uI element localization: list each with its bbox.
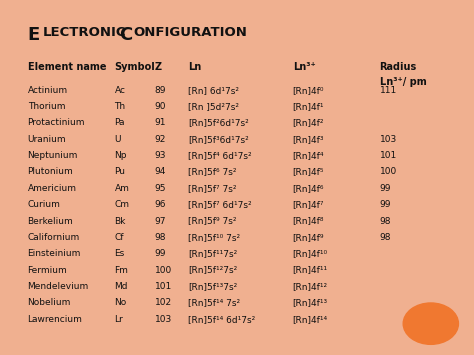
Text: [Rn]4f¹¹: [Rn]4f¹¹ (292, 266, 328, 275)
Text: Einsteinium: Einsteinium (27, 249, 81, 258)
Text: 95: 95 (155, 184, 166, 193)
Text: Lawrencium: Lawrencium (27, 315, 82, 324)
Text: U: U (114, 135, 121, 144)
Text: Actinium: Actinium (27, 86, 68, 95)
Text: 92: 92 (155, 135, 166, 144)
Text: 93: 93 (155, 151, 166, 160)
Text: 96: 96 (155, 200, 166, 209)
Text: [Rn]5f¹²7s²: [Rn]5f¹²7s² (188, 266, 237, 275)
Text: [Rn]4f²: [Rn]4f² (292, 119, 324, 127)
Text: Uranium: Uranium (27, 135, 66, 144)
Text: 94: 94 (155, 168, 166, 176)
Text: [Rn]5f¹⁴ 6d¹7s²: [Rn]5f¹⁴ 6d¹7s² (188, 315, 255, 324)
Text: Ln³⁺: Ln³⁺ (292, 62, 315, 72)
Text: ONFIGURATION: ONFIGURATION (134, 26, 247, 39)
Text: [Rn] 6d¹7s²: [Rn] 6d¹7s² (188, 86, 239, 95)
Text: 98: 98 (380, 233, 391, 242)
Text: [Rn]5f⁹ 7s²: [Rn]5f⁹ 7s² (188, 217, 237, 225)
Text: Curium: Curium (27, 200, 61, 209)
Text: Th: Th (114, 102, 126, 111)
Text: 102: 102 (155, 298, 172, 307)
Text: [Rn]4f⁹: [Rn]4f⁹ (292, 233, 324, 242)
Text: 100: 100 (155, 266, 172, 275)
Text: Element name: Element name (27, 62, 106, 72)
Text: [Rn]4f¹²: [Rn]4f¹² (292, 282, 328, 291)
Text: [Rn]4f¹³: [Rn]4f¹³ (292, 298, 328, 307)
Text: 97: 97 (155, 217, 166, 225)
Text: [Rn]4f¹⁰: [Rn]4f¹⁰ (292, 249, 328, 258)
Text: [Rn]4f⁰: [Rn]4f⁰ (292, 86, 324, 95)
Text: [Rn]4f⁶: [Rn]4f⁶ (292, 184, 324, 193)
Text: Thorium: Thorium (27, 102, 65, 111)
Text: [Rn]5f¹⁰ 7s²: [Rn]5f¹⁰ 7s² (188, 233, 240, 242)
Text: 103: 103 (380, 135, 397, 144)
Text: 101: 101 (155, 282, 172, 291)
Text: Californium: Californium (27, 233, 80, 242)
Text: [Rn]4f⁵: [Rn]4f⁵ (292, 168, 324, 176)
Text: Cf: Cf (114, 233, 124, 242)
Text: Lr: Lr (114, 315, 123, 324)
Text: 103: 103 (155, 315, 172, 324)
Text: [Rn]5f³6d¹7s²: [Rn]5f³6d¹7s² (188, 135, 249, 144)
Text: Nobelium: Nobelium (27, 298, 71, 307)
Text: Symbol: Symbol (114, 62, 155, 72)
Text: Md: Md (114, 282, 128, 291)
Text: [Rn]5f¹³7s²: [Rn]5f¹³7s² (188, 282, 237, 291)
Text: [Rn]4f⁷: [Rn]4f⁷ (292, 200, 324, 209)
Text: Mendelevium: Mendelevium (27, 282, 89, 291)
Text: 91: 91 (155, 119, 166, 127)
Text: [Rn]5f⁷ 7s²: [Rn]5f⁷ 7s² (188, 184, 237, 193)
Circle shape (403, 303, 458, 344)
Text: [Rn]5f⁷ 6d¹7s²: [Rn]5f⁷ 6d¹7s² (188, 200, 252, 209)
Text: [Rn]4f¹: [Rn]4f¹ (292, 102, 324, 111)
Text: Americium: Americium (27, 184, 77, 193)
Text: Ln: Ln (188, 62, 201, 72)
Text: [Rn]5f¹⁴ 7s²: [Rn]5f¹⁴ 7s² (188, 298, 240, 307)
Text: [Rn ]5d²7s²: [Rn ]5d²7s² (188, 102, 239, 111)
Text: [Rn]4f⁸: [Rn]4f⁸ (292, 217, 324, 225)
Text: Radius: Radius (380, 62, 417, 72)
Text: 111: 111 (380, 86, 397, 95)
Text: Protactinium: Protactinium (27, 119, 85, 127)
Text: 98: 98 (155, 233, 166, 242)
Text: [Rn]4f¹⁴: [Rn]4f¹⁴ (292, 315, 328, 324)
Text: Np: Np (114, 151, 127, 160)
Text: Neptunium: Neptunium (27, 151, 78, 160)
Text: 99: 99 (380, 184, 391, 193)
Text: [Rn]5f¹¹7s²: [Rn]5f¹¹7s² (188, 249, 237, 258)
Text: Fermium: Fermium (27, 266, 67, 275)
Text: [Rn]5f⁴ 6d¹7s²: [Rn]5f⁴ 6d¹7s² (188, 151, 252, 160)
Text: Pa: Pa (114, 119, 125, 127)
Text: 89: 89 (155, 86, 166, 95)
Text: LECTRONIC: LECTRONIC (43, 26, 127, 39)
Text: Cm: Cm (114, 200, 129, 209)
Text: 101: 101 (380, 151, 397, 160)
Text: Bk: Bk (114, 217, 126, 225)
Text: 100: 100 (380, 168, 397, 176)
Text: [Rn]5f²6d¹7s²: [Rn]5f²6d¹7s² (188, 119, 249, 127)
Text: Am: Am (114, 184, 129, 193)
Text: [Rn]5f⁶ 7s²: [Rn]5f⁶ 7s² (188, 168, 237, 176)
Text: 98: 98 (380, 217, 391, 225)
Text: Fm: Fm (114, 266, 128, 275)
Text: [Rn]4f³: [Rn]4f³ (292, 135, 324, 144)
Text: [Rn]4f⁴: [Rn]4f⁴ (292, 151, 324, 160)
Text: Ac: Ac (114, 86, 126, 95)
Text: Es: Es (114, 249, 125, 258)
Text: Plutonium: Plutonium (27, 168, 73, 176)
Text: 90: 90 (155, 102, 166, 111)
Text: Ln³⁺/ pm: Ln³⁺/ pm (380, 77, 426, 87)
Text: Berkelium: Berkelium (27, 217, 73, 225)
Text: 99: 99 (380, 200, 391, 209)
Text: E: E (27, 26, 40, 44)
Text: No: No (114, 298, 127, 307)
Text: C: C (119, 26, 132, 44)
Text: Pu: Pu (114, 168, 126, 176)
Text: 99: 99 (155, 249, 166, 258)
Text: Z: Z (155, 62, 162, 72)
